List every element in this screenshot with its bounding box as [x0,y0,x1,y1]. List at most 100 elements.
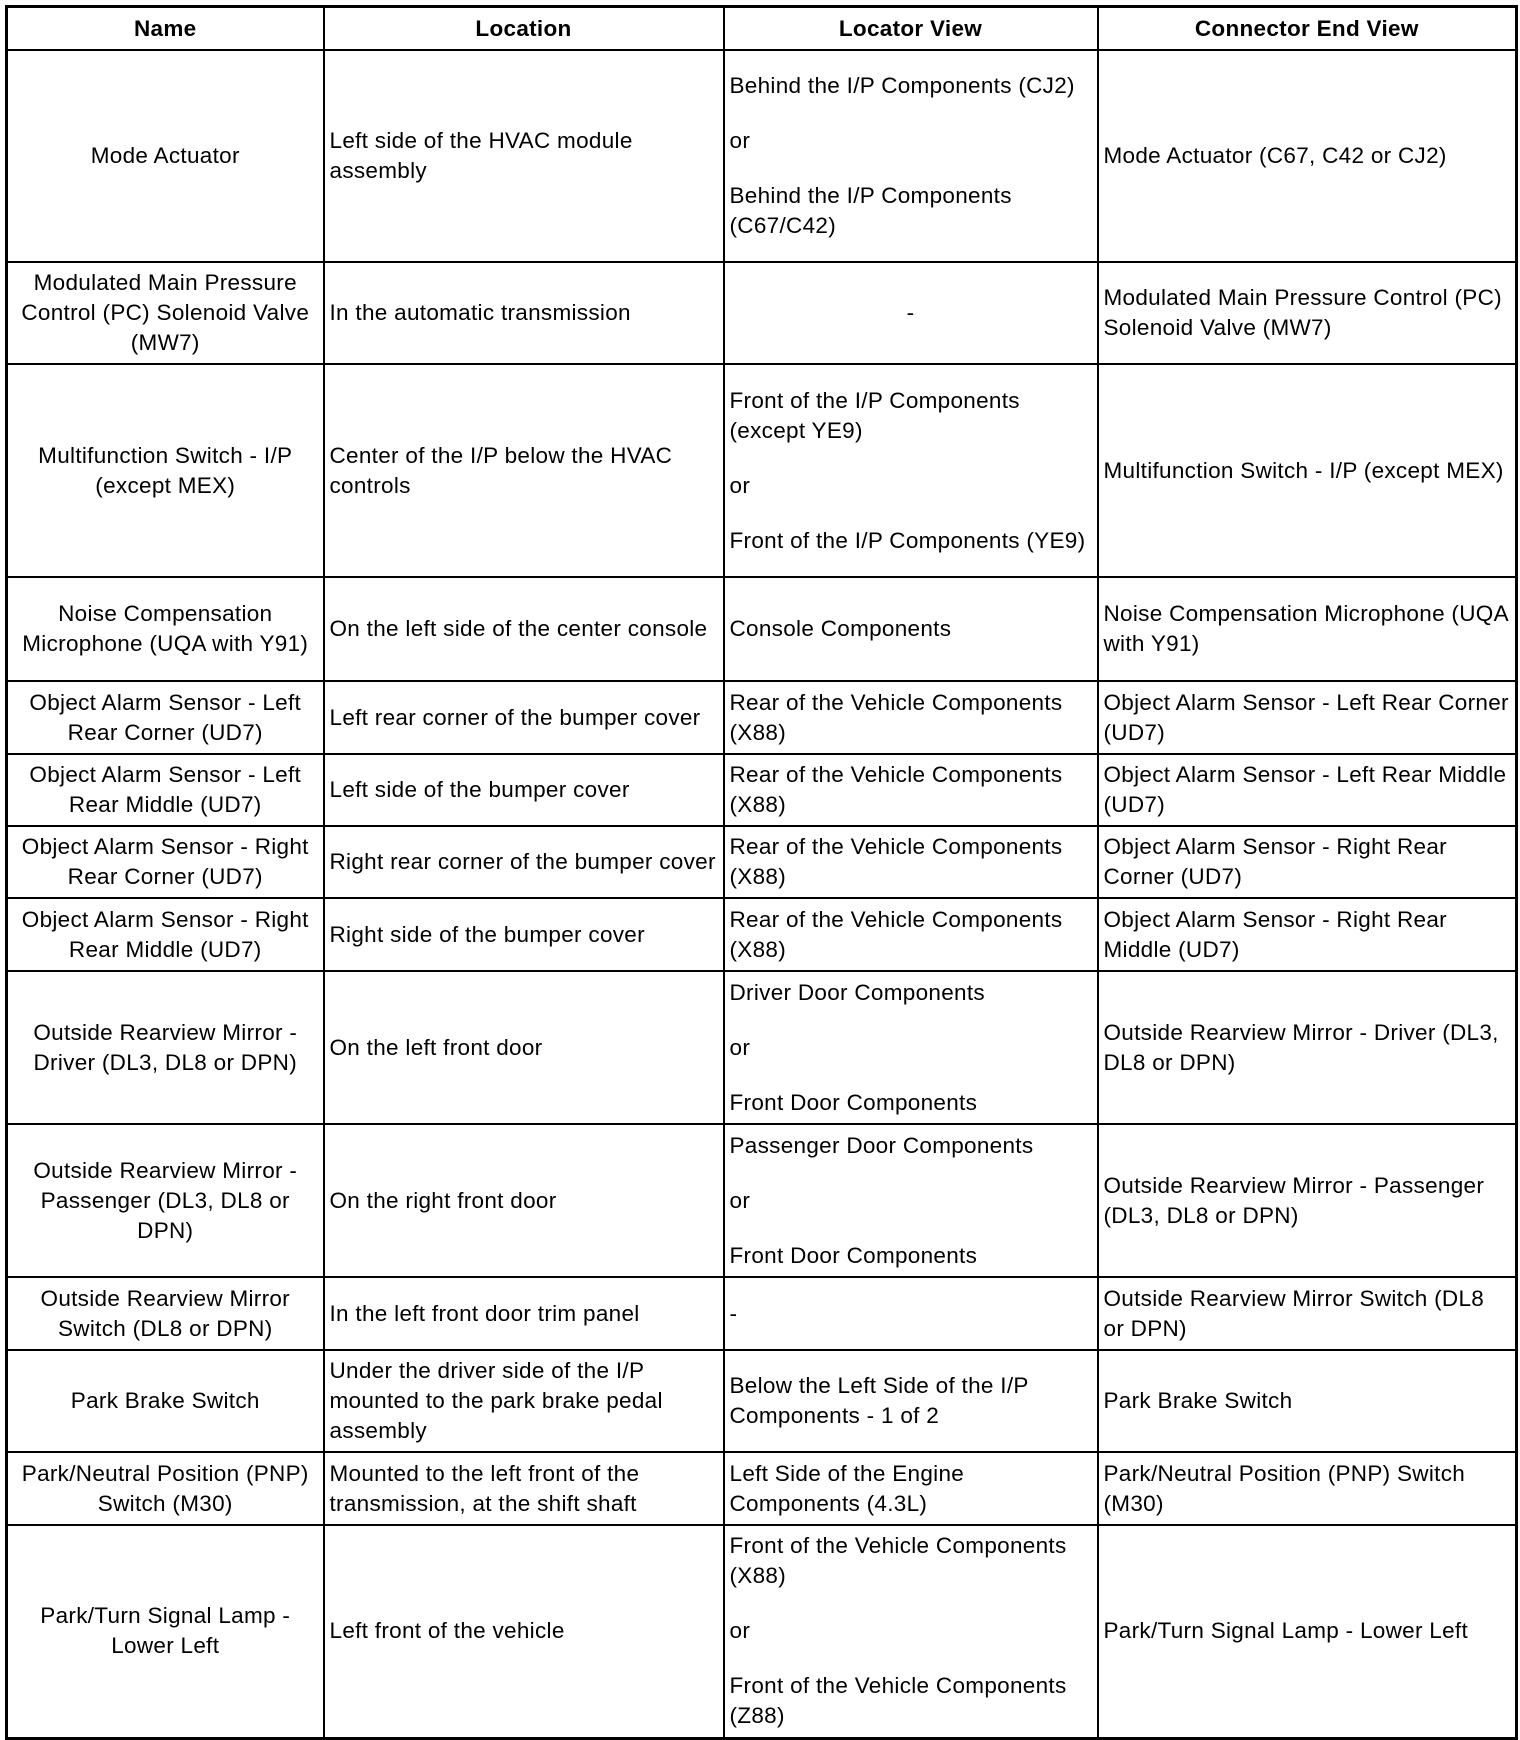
cell-locator-view: Console Components [722,576,1099,682]
locator-line: or [729,1187,751,1213]
cell-locator-view: Left Side of the Engine Components (4.3L… [722,1451,1099,1526]
cell-connector-end-view: Multifunction Switch - I/P (except MEX) [1096,363,1518,578]
cell-location: Mounted to the left front of the transmi… [322,1451,725,1526]
cell-locator-view: Rear of the Vehicle Components (X88) [722,680,1099,755]
locator-line: or [729,1034,751,1060]
header-location: Location [322,5,725,51]
cell-name: Modulated Main Pressure Control (PC) Sol… [5,261,325,365]
header-name: Name [5,5,325,51]
connector-table: Name Location Locator View Connector End… [5,5,1518,1740]
header-locator-view: Locator View [722,5,1099,51]
header-row: Name Location Locator View Connector End… [5,5,1518,51]
cell-name: Outside Rearview Mirror - Passenger (DL3… [5,1123,325,1278]
cell-locator-view: Driver Door Components or Front Door Compo… [722,970,1099,1125]
cell-connector-end-view: Outside Rearview Mirror - Passenger (DL3… [1096,1123,1518,1278]
cell-location: In the left front door trim panel [322,1276,725,1351]
locator-line: or [729,128,751,153]
cell-connector-end-view: Park Brake Switch [1096,1349,1518,1453]
cell-connector-end-view: Object Alarm Sensor - Left Rear Middle (… [1096,753,1518,827]
locator-line: or [729,472,751,498]
locator-line: Front of the I/P Components (YE9) [729,527,1086,553]
cell-name: Park/Neutral Position (PNP) Switch (M30) [5,1451,325,1526]
cell-connector-end-view: Outside Rearview Mirror Switch (DL8 or D… [1096,1276,1518,1351]
cell-location: Right rear corner of the bumper cover [322,825,725,899]
cell-name: Park/Turn Signal Lamp - Lower Left [5,1524,325,1739]
locator-line: Front of the Vehicle Components (X88) [729,1533,1067,1589]
cell-locator-view: Below the Left Side of the I/P Component… [722,1349,1099,1453]
locator-line: - [906,300,915,325]
cell-connector-end-view: Outside Rearview Mirror - Driver (DL3, D… [1096,970,1518,1125]
locator-line: Front of the I/P Components (except YE9) [729,387,1020,443]
cell-name: Object Alarm Sensor - Right Rear Middle … [5,897,325,972]
cell-name: Object Alarm Sensor - Left Rear Middle (… [5,753,325,827]
locator-line: Console Components [729,616,952,641]
cell-locator-view: Rear of the Vehicle Components (X88) [722,897,1099,972]
table-row: Object Alarm Sensor - Right Rear Middle … [5,897,1518,972]
cell-location: On the right front door [322,1123,725,1278]
cell-connector-end-view: Object Alarm Sensor - Right Rear Corner … [1096,825,1518,899]
locator-line: Front of the Vehicle Components (Z88) [729,1673,1067,1729]
locator-line: Front Door Components [729,1089,978,1115]
cell-connector-end-view: Park/Neutral Position (PNP) Switch (M30) [1096,1451,1518,1526]
cell-name: Object Alarm Sensor - Left Rear Corner (… [5,680,325,755]
cell-location: Under the driver side of the I/P mounted… [322,1349,725,1453]
header-connector-end-view: Connector End View [1096,5,1518,51]
table-row: Outside Rearview Mirror Switch (DL8 or D… [5,1276,1518,1351]
cell-locator-view: Behind the I/P Components (CJ2) or Behind … [722,49,1099,263]
locator-line: Left Side of the Engine Components (4.3L… [729,1460,965,1516]
locator-line: Rear of the Vehicle Components (X88) [729,834,1063,889]
locator-line: Behind the I/P Components (CJ2) [729,73,1075,98]
table-row: Object Alarm Sensor - Right Rear Corner … [5,825,1518,899]
locator-line: Passenger Door Components [729,1132,1034,1158]
locator-line: - [729,1300,738,1326]
locator-line: Driver Door Components [729,979,985,1005]
cell-location: Center of the I/P below the HVAC control… [322,363,725,578]
table-row: Noise Compensation Microphone (UQA with … [5,576,1518,682]
cell-location: In the automatic transmission [322,261,725,365]
table-row: Outside Rearview Mirror - Passenger (DL3… [5,1123,1518,1278]
cell-name: Outside Rearview Mirror - Driver (DL3, D… [5,970,325,1125]
cell-locator-view: Passenger Door Components or Front Door Co… [722,1123,1099,1278]
table-row: Multifunction Switch - I/P (except MEX) C… [5,363,1518,578]
locator-line: Rear of the Vehicle Components (X88) [729,762,1063,817]
cell-connector-end-view: Object Alarm Sensor - Right Rear Middle … [1096,897,1518,972]
cell-location: Left front of the vehicle [322,1524,725,1739]
table-row: Park/Turn Signal Lamp - Lower Left Left f… [5,1524,1518,1739]
table-row: Mode Actuator Left side of the HVAC modul… [5,49,1518,263]
table-row: Modulated Main Pressure Control (PC) Sol… [5,261,1518,365]
table-row: Outside Rearview Mirror - Driver (DL3, D… [5,970,1518,1125]
cell-name: Park Brake Switch [5,1349,325,1453]
locator-line: Below the Left Side of the I/P Component… [729,1373,1029,1428]
table-row: Park Brake Switch Under the driver side o… [5,1349,1518,1453]
cell-name: Outside Rearview Mirror Switch (DL8 or D… [5,1276,325,1351]
cell-name: Object Alarm Sensor - Right Rear Corner … [5,825,325,899]
cell-location: On the left front door [322,970,725,1125]
cell-location: Right side of the bumper cover [322,897,725,972]
locator-line: Front Door Components [729,1242,978,1268]
cell-location: Left side of the bumper cover [322,753,725,827]
cell-locator-view: Rear of the Vehicle Components (X88) [722,753,1099,827]
cell-connector-end-view: Noise Compensation Microphone (UQA with … [1096,576,1518,682]
table-row: Object Alarm Sensor - Left Rear Corner (… [5,680,1518,755]
locator-line: Rear of the Vehicle Components (X88) [729,906,1063,962]
locator-line: or [729,1618,751,1644]
cell-locator-view: Rear of the Vehicle Components (X88) [722,825,1099,899]
cell-locator-view: Front of the Vehicle Components (X88) or F… [722,1524,1099,1739]
cell-name: Multifunction Switch - I/P (except MEX) [5,363,325,578]
cell-location: Left rear corner of the bumper cover [322,680,725,755]
cell-connector-end-view: Park/Turn Signal Lamp - Lower Left [1096,1524,1518,1739]
cell-location: On the left side of the center console [322,576,725,682]
cell-name: Noise Compensation Microphone (UQA with … [5,576,325,682]
cell-connector-end-view: Object Alarm Sensor - Left Rear Corner (… [1096,680,1518,755]
cell-name: Mode Actuator [5,49,325,263]
cell-locator-view: - [722,1276,1099,1351]
cell-connector-end-view: Modulated Main Pressure Control (PC) Sol… [1096,261,1518,365]
cell-locator-view: Front of the I/P Components (except YE9)… [722,363,1099,578]
cell-connector-end-view: Mode Actuator (C67, C42 or CJ2) [1096,49,1518,263]
table-row: Object Alarm Sensor - Left Rear Middle (… [5,753,1518,827]
cell-locator-view: - [722,261,1099,365]
locator-line: Behind the I/P Components (C67/C42) [729,183,1012,238]
table-row: Park/Neutral Position (PNP) Switch (M30)… [5,1451,1518,1526]
locator-line: Rear of the Vehicle Components (X88) [729,689,1063,745]
cell-location: Left side of the HVAC module assembly [322,49,725,263]
